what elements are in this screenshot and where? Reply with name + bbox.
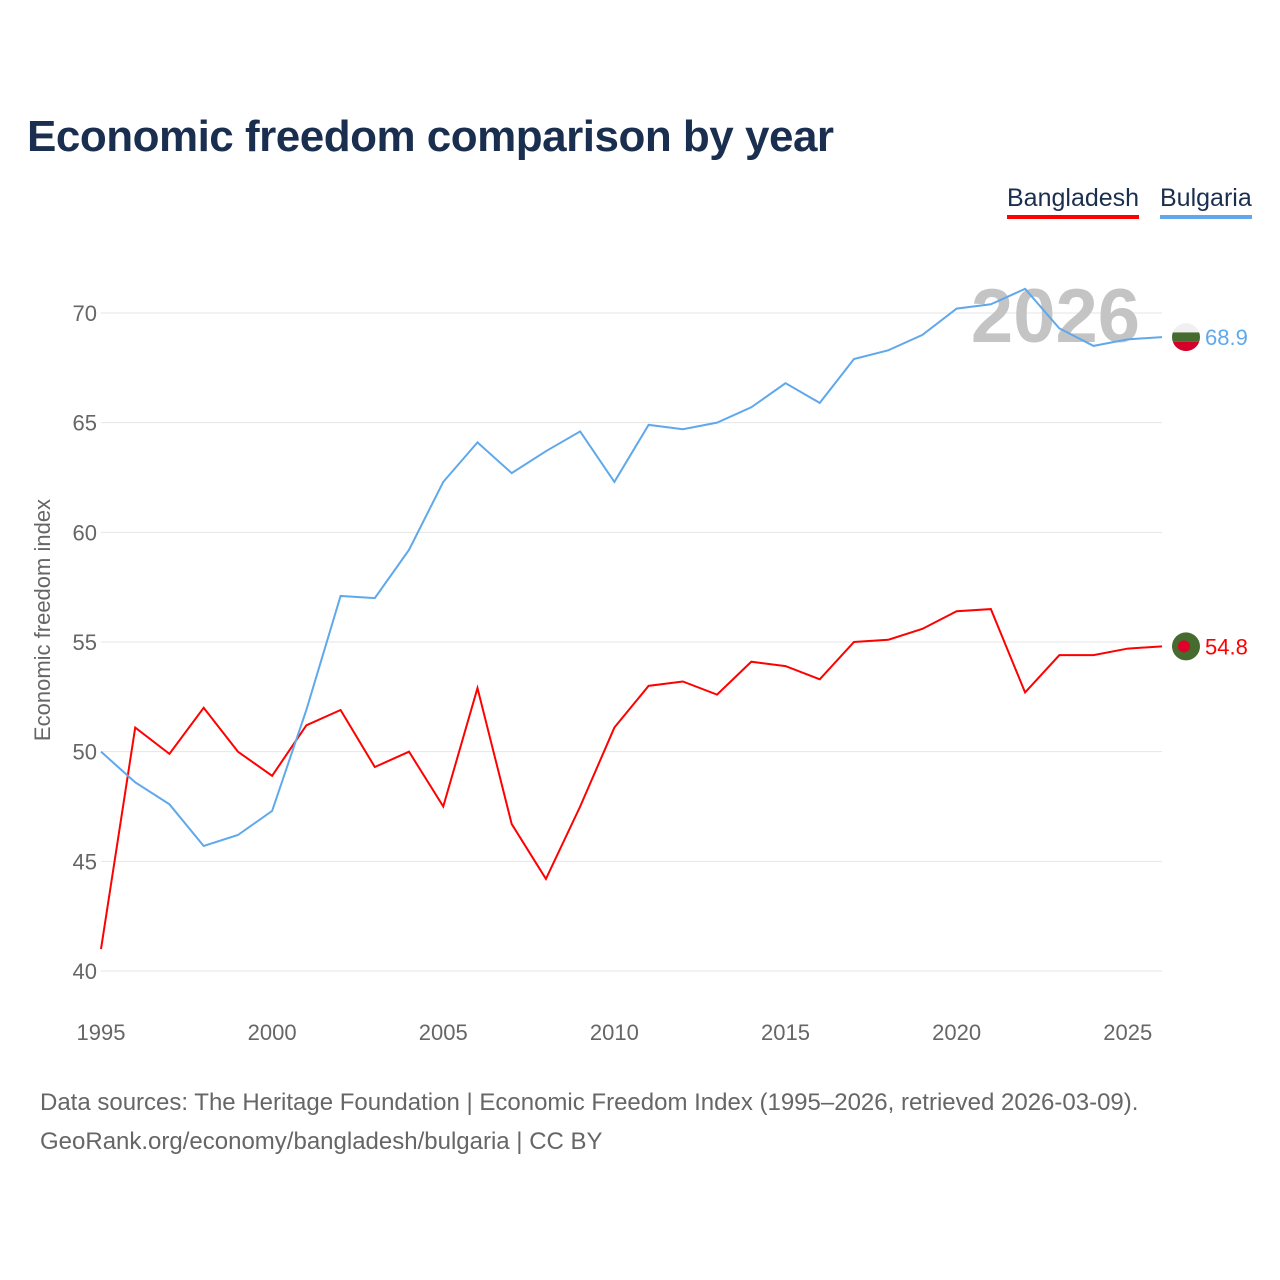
y-tick-label: 45 [73,849,97,874]
data-point[interactable] [919,332,925,338]
data-point[interactable] [988,606,994,612]
legend-bulgaria[interactable]: Bulgaria [1160,184,1252,219]
data-point[interactable] [714,420,720,426]
y-tick-label: 70 [73,301,97,326]
series-line-bangladesh [100,608,1163,950]
data-point[interactable] [166,801,172,807]
y-tick-label: 50 [73,740,97,765]
data-point[interactable] [440,804,446,810]
y-axis-label: Economic freedom index [30,499,55,741]
end-value-label: 68.9 [1205,325,1248,350]
data-point[interactable] [406,547,412,553]
data-point[interactable] [543,876,549,882]
data-point[interactable] [509,821,515,827]
data-point[interactable] [611,479,617,485]
data-point[interactable] [1056,325,1062,331]
flag-bulgaria-icon [1172,323,1200,352]
x-tick-label: 2020 [932,1020,981,1045]
legend-bangladesh[interactable]: Bangladesh [1007,184,1140,219]
data-point[interactable] [1125,336,1131,342]
data-point[interactable] [954,608,960,614]
data-point[interactable] [303,707,309,713]
data-point[interactable] [817,676,823,682]
data-point[interactable] [680,426,686,432]
data-point[interactable] [1056,652,1062,658]
data-point[interactable] [235,832,241,838]
data-point[interactable] [783,663,789,669]
data-point[interactable] [406,749,412,755]
y-tick-label: 65 [73,411,97,436]
data-point[interactable] [166,751,172,757]
data-point[interactable] [851,639,857,645]
data-point[interactable] [851,356,857,362]
data-point[interactable] [1091,343,1097,349]
data-point[interactable] [611,725,617,731]
data-point[interactable] [1022,286,1028,292]
x-tick-label: 2015 [761,1020,810,1045]
data-point[interactable] [885,637,891,643]
data-point[interactable] [474,439,480,445]
footer-sources: Data sources: The Heritage Foundation | … [40,1089,1139,1116]
data-point[interactable] [201,705,207,711]
y-tick-label: 60 [73,520,97,545]
end-value-label: 54.8 [1205,634,1248,659]
data-point[interactable] [338,593,344,599]
data-point[interactable] [1091,652,1097,658]
data-point[interactable] [577,428,583,434]
data-point[interactable] [1159,334,1165,340]
data-point[interactable] [543,448,549,454]
data-point[interactable] [577,804,583,810]
data-point[interactable] [1022,689,1028,695]
series-line-bulgaria [100,287,1163,848]
data-point[interactable] [303,722,309,728]
flag-bangladesh-icon [1172,632,1200,661]
year-watermark: 2026 [971,274,1140,359]
y-tick-label: 40 [73,959,97,984]
data-point[interactable] [954,306,960,312]
data-point[interactable] [372,764,378,770]
chart-title: Economic freedom comparison by year [27,112,834,161]
data-point[interactable] [440,479,446,485]
data-point[interactable] [235,749,241,755]
x-tick-label: 2000 [248,1020,297,1045]
x-tick-label: 2025 [1103,1020,1152,1045]
data-point[interactable] [817,400,823,406]
data-point[interactable] [646,683,652,689]
data-point[interactable] [98,946,104,952]
data-point[interactable] [372,595,378,601]
data-point[interactable] [885,347,891,353]
data-point[interactable] [919,626,925,632]
y-tick-label: 55 [73,630,97,655]
data-point[interactable] [132,779,138,785]
data-point[interactable] [338,707,344,713]
x-tick-label: 1995 [77,1020,126,1045]
data-point[interactable] [783,380,789,386]
data-point[interactable] [646,422,652,428]
data-point[interactable] [748,659,754,665]
data-point[interactable] [714,692,720,698]
x-tick-label: 2010 [590,1020,639,1045]
footer-credit: GeoRank.org/economy/bangladesh/bulgaria … [40,1128,603,1155]
data-point[interactable] [509,470,515,476]
data-point[interactable] [474,685,480,691]
data-point[interactable] [988,301,994,307]
data-point[interactable] [132,725,138,731]
data-point[interactable] [269,773,275,779]
x-tick-label: 2005 [419,1020,468,1045]
data-point[interactable] [1125,646,1131,652]
data-point[interactable] [201,843,207,849]
data-point[interactable] [680,678,686,684]
data-point[interactable] [1159,643,1165,649]
data-point[interactable] [748,404,754,410]
data-point[interactable] [98,749,104,755]
data-point[interactable] [269,808,275,814]
